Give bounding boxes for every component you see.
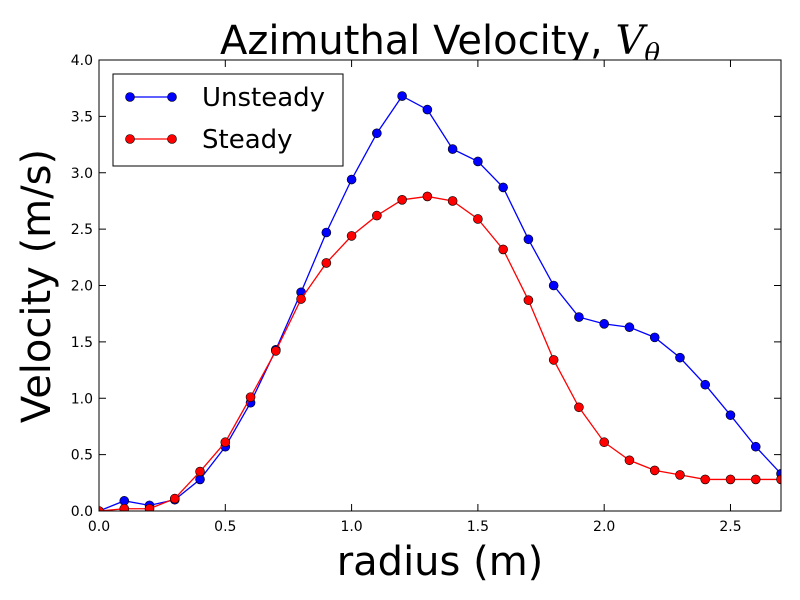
data-point-steady: [271, 346, 281, 356]
legend-marker-steady: [125, 134, 135, 144]
y-tick-label: 4.0: [71, 53, 93, 69]
data-point-steady: [119, 503, 130, 511]
x-tick-label: 0.0: [88, 519, 110, 535]
data-point-steady: [473, 214, 483, 224]
data-point-unsteady: [473, 156, 483, 167]
data-point-unsteady: [725, 410, 736, 420]
data-point-steady: [346, 231, 357, 241]
series-line-unsteady: [99, 95, 781, 511]
data-point-steady: [649, 465, 660, 476]
chart-title-symbol: V: [615, 18, 648, 64]
x-tick-label: 2.5: [719, 519, 741, 535]
data-point-steady: [397, 195, 407, 205]
axis-ticks: 0.0 0.5 1.0 1.5 2.0 2.5 0.0 0.5 1.0 1.5 2.0 2.5 3.0 3…: [71, 53, 781, 535]
legend-marker-unsteady-end: [167, 92, 177, 102]
legend-marker-steady-end: [167, 134, 177, 144]
data-point-unsteady: [700, 379, 711, 390]
y-tick-label: 0.0: [71, 504, 93, 520]
data-point-steady: [750, 474, 761, 485]
legend-label-steady: Steady: [202, 125, 293, 155]
y-tick-label: 3.0: [71, 166, 93, 182]
data-point-unsteady: [599, 319, 609, 329]
data-point-unsteady: [321, 227, 332, 238]
y-tick-label: 1.5: [71, 335, 93, 351]
x-axis-title: radius (m): [337, 539, 544, 585]
y-tick-label: 2.0: [71, 279, 93, 295]
data-point-steady: [776, 474, 781, 485]
chart-title-text: Azimuthal Velocity,: [220, 18, 616, 64]
y-tick-label: 1.0: [71, 391, 93, 407]
data-point-steady: [321, 258, 332, 268]
data-point-steady: [599, 437, 609, 448]
data-point-steady: [447, 196, 458, 206]
data-point-steady: [245, 392, 256, 402]
data-point-unsteady: [498, 182, 508, 193]
data-point-steady: [372, 210, 382, 221]
data-point-unsteady: [346, 174, 357, 185]
y-tick-label: 0.5: [71, 448, 93, 464]
y-axis-title: Velocity (m/s): [14, 149, 60, 423]
data-point-unsteady: [372, 128, 382, 139]
data-point-unsteady: [523, 234, 534, 245]
data-point-steady: [220, 437, 231, 448]
data-point-steady: [296, 294, 306, 304]
data-point-steady: [195, 466, 205, 477]
data-point-steady: [422, 191, 433, 202]
plot-frame: [98, 59, 782, 512]
data-point-steady: [498, 244, 508, 255]
y-tick-label: 3.5: [71, 109, 93, 125]
data-point-steady: [169, 493, 180, 504]
data-point-unsteady: [624, 322, 635, 333]
x-tick-label: 2.0: [593, 519, 615, 535]
data-point-steady: [144, 503, 155, 511]
data-point-unsteady: [574, 312, 584, 322]
data-point-unsteady: [649, 332, 660, 343]
data-point-unsteady: [447, 144, 458, 154]
legend-box: [112, 73, 344, 167]
data-point-unsteady: [548, 280, 559, 291]
data-point-steady: [675, 470, 685, 480]
legend: Unsteady Steady: [112, 73, 344, 167]
x-tick-label: 0.5: [214, 519, 236, 535]
data-point-steady: [700, 474, 711, 485]
x-tick-label: 1.0: [340, 519, 362, 535]
legend-label-unsteady: Unsteady: [202, 83, 325, 113]
legend-marker-unsteady: [125, 92, 135, 102]
data-point-unsteady: [675, 352, 685, 363]
data-point-unsteady: [422, 104, 433, 115]
series-layer: [99, 91, 781, 511]
data-point-unsteady: [397, 91, 407, 101]
data-point-steady: [99, 506, 104, 511]
data-point-steady: [574, 402, 584, 413]
data-point-steady: [624, 455, 635, 466]
x-tick-label: 1.5: [467, 519, 489, 535]
series-line-steady: [99, 195, 781, 511]
data-point-unsteady: [750, 441, 761, 452]
data-point-steady: [523, 295, 534, 305]
y-tick-label: 2.5: [71, 222, 93, 238]
chart-title: Azimuthal Velocity, Vθ: [220, 18, 660, 69]
data-point-steady: [725, 474, 736, 485]
data-point-steady: [548, 355, 559, 365]
series-steady: [99, 191, 781, 511]
